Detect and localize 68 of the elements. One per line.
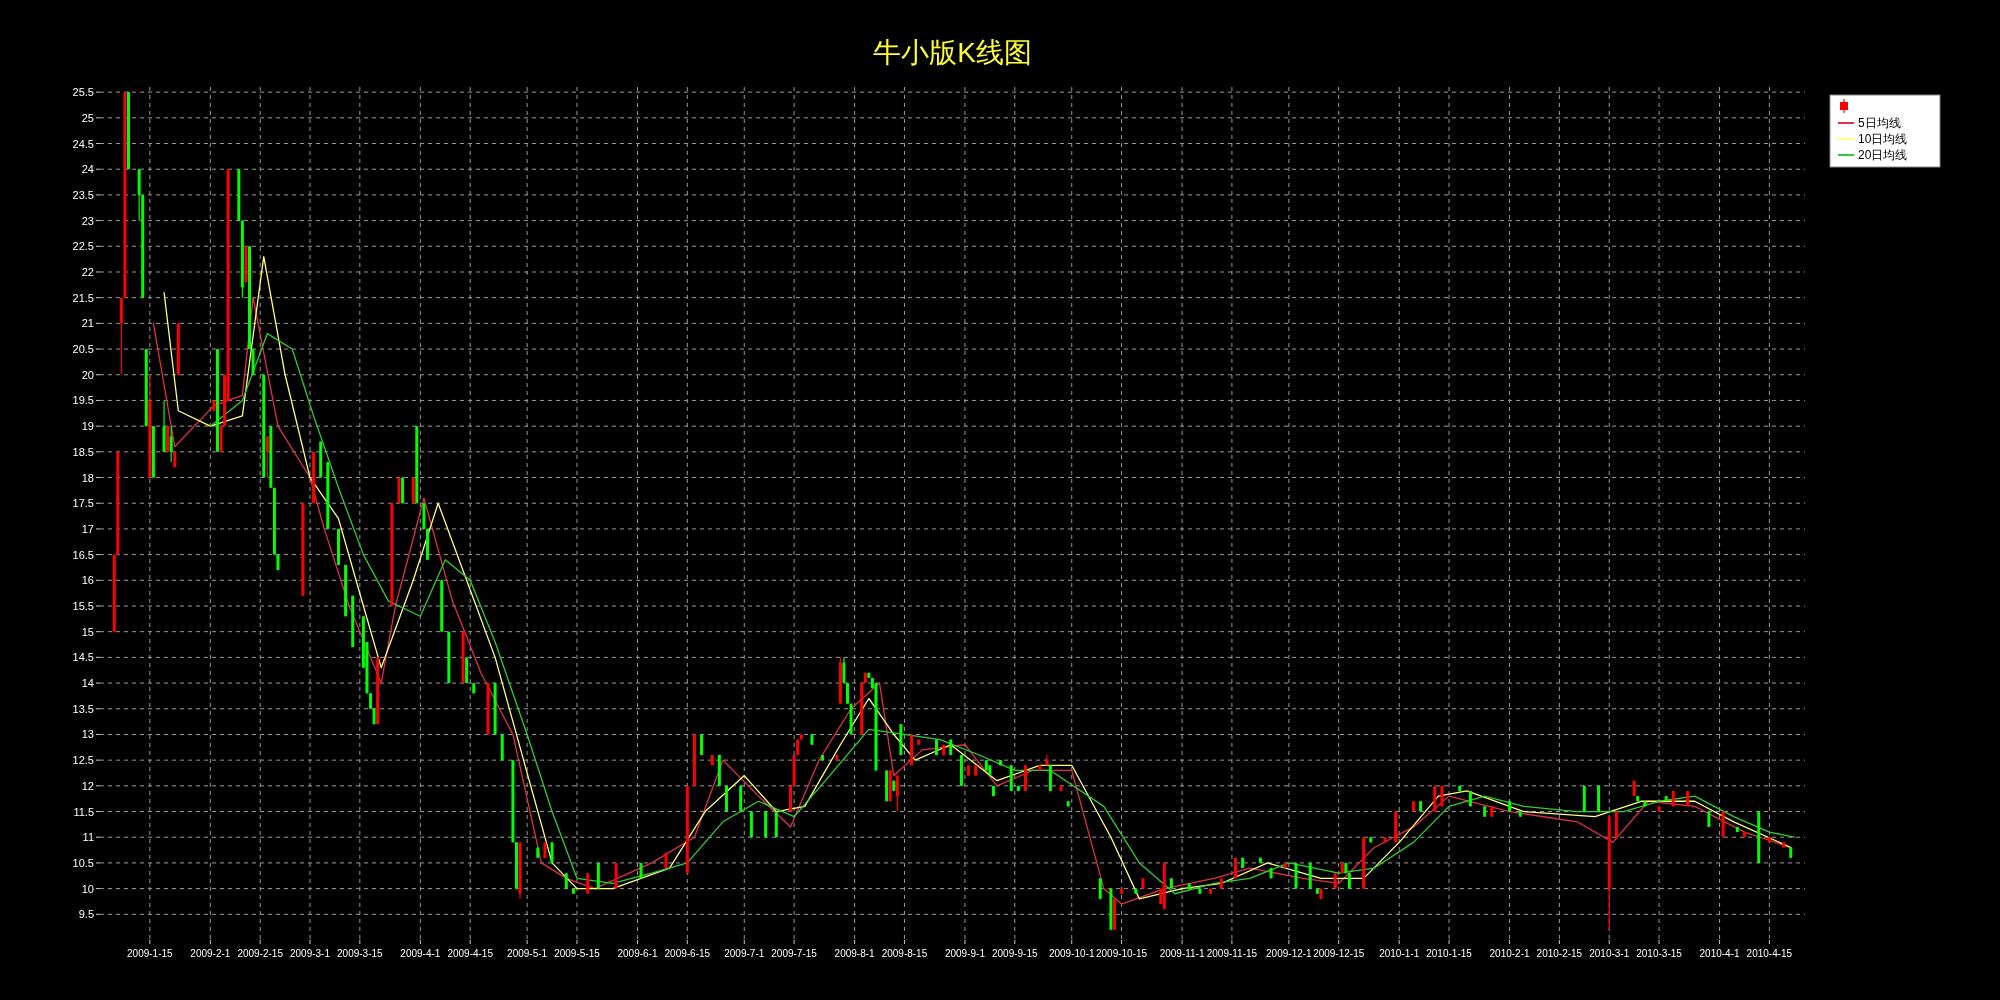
ytick: 13.5 bbox=[72, 702, 94, 715]
ytick: 10.5 bbox=[72, 856, 94, 869]
xtick: 2009-11-1 bbox=[1159, 948, 1205, 959]
xtick: 2009-2-1 bbox=[190, 948, 231, 959]
ytick: 24 bbox=[81, 163, 94, 176]
xtick: 2009-5-1 bbox=[507, 948, 548, 959]
legend-label: 20日均线 bbox=[1858, 148, 1908, 162]
ytick: 22 bbox=[81, 266, 94, 278]
xtick: 2009-12-15 bbox=[1313, 948, 1365, 959]
ytick: 10 bbox=[81, 882, 94, 895]
title: 牛小版K线图 bbox=[873, 37, 1032, 68]
ytick: 20.5 bbox=[72, 343, 94, 356]
ytick: 12.5 bbox=[72, 754, 94, 767]
xtick: 2010-4-1 bbox=[1699, 948, 1740, 959]
xtick: 2009-10-15 bbox=[1096, 948, 1148, 959]
xtick: 2009-3-1 bbox=[290, 948, 331, 959]
xtick: 2010-1-1 bbox=[1379, 948, 1420, 959]
ytick: 16.5 bbox=[72, 548, 94, 561]
xtick: 2010-4-15 bbox=[1746, 948, 1793, 959]
ytick: 23.5 bbox=[72, 188, 94, 201]
xtick: 2009-6-1 bbox=[617, 948, 658, 959]
xtick: 2010-3-1 bbox=[1589, 948, 1630, 959]
ytick: 9.5 bbox=[78, 908, 94, 921]
xtick: 2010-1-15 bbox=[1426, 948, 1472, 959]
ytick: 14 bbox=[81, 677, 94, 690]
ytick: 14.5 bbox=[72, 651, 94, 664]
ytick: 18 bbox=[81, 471, 94, 484]
legend-label: 10日均线 bbox=[1858, 132, 1908, 146]
ytick: 12 bbox=[81, 779, 94, 792]
xtick: 2010-2-15 bbox=[1536, 948, 1583, 959]
ytick: 15.5 bbox=[72, 600, 94, 612]
ytick: 25.5 bbox=[72, 86, 94, 99]
ytick: 24.5 bbox=[72, 137, 94, 150]
ytick: 21 bbox=[81, 317, 94, 330]
ytick: 22.5 bbox=[72, 240, 94, 253]
xtick: 2009-4-15 bbox=[447, 948, 493, 959]
xtick: 2009-11-15 bbox=[1206, 948, 1258, 959]
xtick: 2009-12-1 bbox=[1266, 948, 1312, 959]
ytick: 25 bbox=[81, 111, 94, 124]
xtick: 2009-7-1 bbox=[724, 948, 765, 959]
xtick: 2009-9-1 bbox=[944, 948, 985, 959]
ytick: 11 bbox=[82, 831, 94, 844]
ytick: 15 bbox=[81, 625, 94, 638]
ytick: 13 bbox=[81, 728, 94, 741]
ytick: 20 bbox=[81, 368, 94, 381]
ytick: 21.5 bbox=[72, 291, 94, 304]
ytick: 11.5 bbox=[73, 805, 94, 818]
legend-label: 5日均线 bbox=[1858, 116, 1901, 130]
xtick: 2009-2-15 bbox=[237, 948, 283, 959]
ytick: 16 bbox=[81, 574, 94, 587]
ytick: 17.5 bbox=[72, 497, 94, 510]
xtick: 2009-7-15 bbox=[771, 948, 817, 959]
xtick: 2010-2-1 bbox=[1489, 948, 1530, 959]
ytick: 18.5 bbox=[72, 445, 94, 458]
xtick: 2010-3-15 bbox=[1636, 948, 1682, 959]
ytick: 19 bbox=[81, 420, 94, 433]
xtick: 2009-8-15 bbox=[881, 948, 928, 959]
xtick: 2009-9-15 bbox=[992, 948, 1038, 959]
xtick: 2009-10-1 bbox=[1048, 948, 1095, 959]
xtick: 2009-3-15 bbox=[337, 948, 383, 959]
xtick: 2009-1-15 bbox=[127, 948, 173, 959]
xtick: 2009-6-15 bbox=[664, 948, 711, 959]
xtick: 2009-5-15 bbox=[554, 948, 600, 959]
ytick: 19.5 bbox=[72, 394, 94, 407]
xtick: 2009-8-1 bbox=[834, 948, 875, 959]
ytick: 17 bbox=[81, 522, 94, 535]
ytick: 23 bbox=[81, 214, 94, 227]
xtick: 2009-4-1 bbox=[400, 948, 441, 959]
